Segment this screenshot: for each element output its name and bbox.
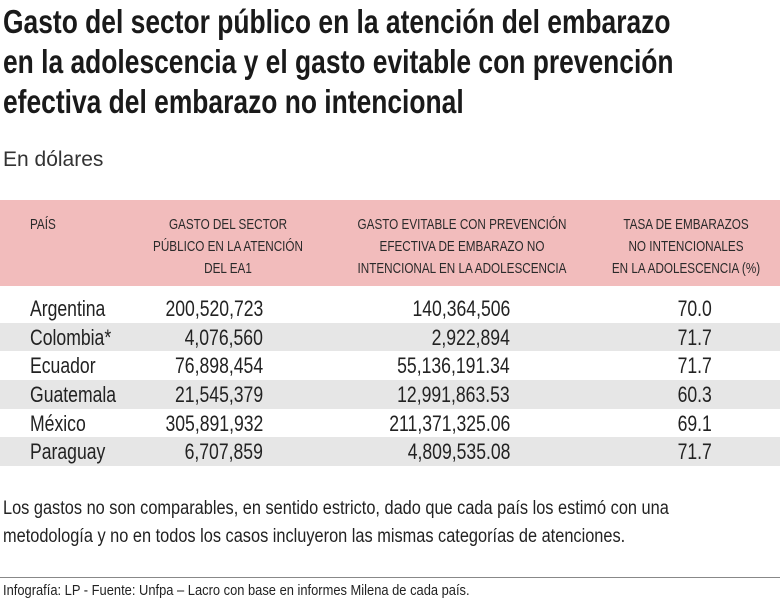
footnote-line: metodología y no en todos los casos incl…: [3, 526, 626, 547]
gasto-evitable-cell: 4,809,535.08: [407, 439, 510, 465]
country-cell: Argentina: [30, 296, 106, 321]
tasa-cell: 69.1: [677, 410, 712, 436]
header-text: INTENCIONAL EN LA ADOLESCENCIA: [357, 260, 567, 277]
header-text: NO INTENCIONALES: [628, 238, 744, 255]
page-title: Gasto del sector público en la atención …: [3, 2, 780, 122]
header-text: PAÍS: [30, 216, 56, 233]
table-row: Ecuador 76,898,454 55,136,191.34 71.7: [0, 351, 780, 380]
header-gasto-publico: GASTO DEL SECTOR PÚBLICO EN LA ATENCIÓN …: [128, 214, 328, 280]
title-line: Gasto del sector público en la atención …: [3, 3, 671, 40]
gasto-publico-cell: 4,076,560: [184, 324, 263, 350]
table-row: Guatemala 21,545,379 12,991,863.53 60.3: [0, 380, 780, 409]
gasto-evitable-cell: 211,371,325.06: [388, 410, 510, 436]
gasto-evitable-cell: 140,364,506: [412, 296, 510, 321]
country-cell: Paraguay: [30, 439, 106, 465]
header-text: GASTO DEL SECTOR: [168, 216, 288, 233]
country-cell: Colombia*: [30, 324, 112, 350]
tasa-cell: 60.3: [677, 382, 712, 408]
header-tasa: TASA DE EMBARAZOS NO INTENCIONALES EN LA…: [576, 214, 780, 280]
header-text: PÚBLICO EN LA ATENCIÓN: [153, 238, 303, 255]
table-row: Argentina 200,520,723 140,364,506 70.0: [0, 294, 780, 323]
footnote-line: Los gastos no son comparables, en sentid…: [3, 498, 669, 519]
header-text: GASTO EVITABLE CON PREVENCIÓN: [357, 216, 567, 233]
header-text: DEL EA1: [204, 260, 252, 277]
country-cell: Ecuador: [30, 353, 96, 379]
header-text: EFECTIVA DE EMBARAZO NO: [379, 238, 545, 255]
table-header: PAÍS GASTO DEL SECTOR PÚBLICO EN LA ATEN…: [0, 200, 780, 286]
header-pais: PAÍS: [30, 214, 63, 236]
gasto-publico-cell: 21,545,379: [174, 382, 263, 408]
tasa-cell: 71.7: [677, 353, 712, 379]
title-line: en la adolescencia y el gasto evitable c…: [3, 43, 674, 80]
tasa-cell: 71.7: [677, 324, 712, 350]
country-cell: México: [30, 410, 86, 436]
gasto-evitable-cell: 55,136,191.34: [397, 353, 510, 379]
header-text: EN LA ADOLESCENCIA (%): [611, 260, 761, 277]
table-row: Paraguay 6,707,859 4,809,535.08 71.7: [0, 437, 780, 467]
header-text: TASA DE EMBARAZOS: [623, 216, 749, 233]
gasto-evitable-cell: 2,922,894: [431, 324, 510, 350]
gasto-evitable-cell: 12,991,863.53: [397, 382, 510, 408]
table-row: Colombia* 4,076,560 2,922,894 71.7: [0, 322, 780, 352]
gasto-publico-cell: 6,707,859: [184, 439, 263, 465]
source-credit: Infografía: LP - Fuente: Unfpa – Lacro c…: [3, 582, 546, 599]
footnote: Los gastos no son comparables, en sentid…: [3, 495, 777, 551]
tasa-cell: 71.7: [677, 439, 712, 465]
gasto-publico-cell: 76,898,454: [174, 353, 263, 379]
source-text: Infografía: LP - Fuente: Unfpa – Lacro c…: [3, 582, 470, 599]
table-row: México 305,891,932 211,371,325.06 69.1: [0, 409, 780, 438]
subtitle: En dólares: [3, 148, 104, 171]
divider: [0, 577, 780, 578]
gasto-publico-cell: 305,891,932: [165, 410, 263, 436]
gasto-publico-cell: 200,520,723: [165, 296, 263, 321]
tasa-cell: 70.0: [677, 296, 712, 321]
header-gasto-evitable: GASTO EVITABLE CON PREVENCIÓN EFECTIVA D…: [322, 214, 602, 280]
title-line: efectiva del embarazo no intencional: [3, 83, 464, 120]
table-body: Argentina 200,520,723 140,364,506 70.0 C…: [0, 294, 780, 467]
country-cell: Guatemala: [30, 382, 117, 408]
